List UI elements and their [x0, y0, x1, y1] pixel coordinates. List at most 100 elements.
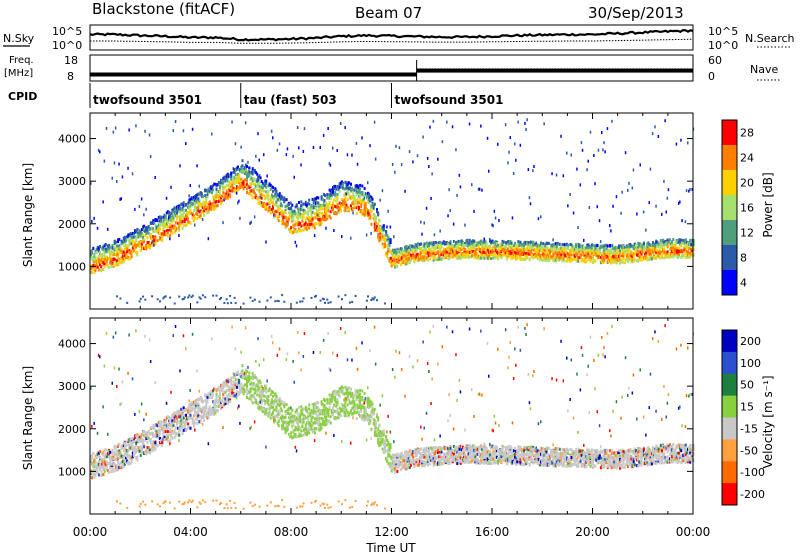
- power-echo-1: [90, 250, 92, 254]
- power-echo-1299: [277, 207, 280, 211]
- power-echo-914: [222, 176, 225, 180]
- power-echo-3381: [584, 251, 587, 255]
- power-echo-494: [161, 239, 164, 242]
- power-echo-2972: [523, 244, 525, 248]
- power-echo-3432: [592, 257, 594, 261]
- power-echo-3083: [540, 241, 542, 245]
- power-echo-650: [183, 209, 186, 213]
- power-echo-3698: [631, 258, 634, 262]
- power-echo-916: [222, 180, 225, 184]
- power-echo-2383: [434, 250, 437, 254]
- velocity-echo-499: [162, 437, 165, 441]
- power-echo-3701: [631, 186, 634, 190]
- power-echo-2636: [473, 255, 476, 259]
- velocity-echo-135: [109, 458, 112, 462]
- power-echo-2980: [524, 254, 527, 258]
- power-echo-1147: [255, 178, 258, 182]
- power-echo-1586: [319, 204, 322, 207]
- power-echo-479: [159, 236, 161, 239]
- power-echo-2188: [406, 261, 409, 265]
- power-echo-3893: [661, 252, 663, 256]
- velocity-echo-716: [192, 421, 195, 425]
- velocity-echo-194: [118, 452, 121, 456]
- power-echo-155: [112, 252, 115, 256]
- power-echo-2668: [477, 246, 480, 250]
- power-echo-2950: [519, 248, 522, 252]
- power-echo-781: [201, 217, 204, 221]
- velocity-echo-609: [178, 411, 181, 415]
- power-echo-3012: [528, 243, 531, 247]
- power-echo-800: [205, 207, 208, 211]
- velocity-echo-67: [99, 450, 101, 454]
- power-echo-3908: [663, 243, 666, 247]
- power-echo-3447: [594, 247, 597, 251]
- power-echo-1097: [248, 173, 251, 176]
- power-echo-2040: [384, 243, 386, 246]
- power-echo-3766: [641, 244, 644, 248]
- power-echo-1761: [344, 196, 347, 200]
- power-echo-2458: [446, 246, 449, 250]
- power-echo-2441: [443, 253, 446, 257]
- power-echo-178: [116, 253, 118, 257]
- power-echo-1540: [312, 198, 315, 201]
- power-echo-3267: [567, 204, 569, 208]
- power-echo-3182: [554, 252, 557, 256]
- power-echo-94: [103, 244, 106, 248]
- power-echo-941: [225, 298, 228, 301]
- power-echo-2576: [464, 250, 467, 254]
- power-echo-474: [159, 232, 161, 235]
- velocity-echo-534: [166, 425, 169, 429]
- power-echo-3848: [654, 249, 657, 252]
- power-echo-1210: [264, 179, 267, 183]
- power-echo-3917: [664, 243, 667, 247]
- power-echo-2399: [437, 157, 439, 161]
- power-echo-90: [102, 200, 104, 204]
- power-echo-2020: [380, 233, 383, 237]
- power-echo-3448: [594, 250, 597, 254]
- power-echo-523: [165, 222, 168, 226]
- power-echo-2051: [385, 252, 388, 256]
- velocity-echo-404: [148, 448, 151, 452]
- power-echo-343: [139, 230, 142, 234]
- power-echo-4039: [683, 241, 686, 245]
- power-echo-3436: [593, 244, 596, 248]
- velocity-echo-216: [120, 402, 122, 406]
- power-echo-2989: [525, 128, 527, 131]
- power-echo-2290: [421, 232, 423, 236]
- velocity-echo-324: [137, 436, 140, 440]
- power-echo-2924: [516, 249, 519, 253]
- power-echo-1691: [333, 192, 336, 196]
- power-echo-3641: [622, 254, 625, 258]
- power-echo-1185: [260, 185, 263, 189]
- power-echo-291: [131, 242, 134, 246]
- power-echo-3625: [620, 244, 623, 248]
- power-echo-206: [119, 250, 122, 254]
- power-echo-2067: [387, 209, 389, 213]
- power-echo-3274: [568, 255, 571, 258]
- power-echo-2702: [483, 251, 486, 255]
- power-echo-384: [145, 232, 148, 235]
- power-echo-1287: [275, 190, 278, 194]
- power-echo-4105: [692, 243, 695, 247]
- velocity-echo-186: [117, 457, 120, 461]
- power-echo-3573: [612, 254, 615, 258]
- velocity-echo-679: [188, 426, 191, 429]
- power-echo-1208: [264, 203, 267, 207]
- power-echo-685: [188, 294, 191, 297]
- power-echo-2455: [446, 253, 449, 256]
- power-echo-2194: [406, 252, 409, 255]
- power-echo-3850: [654, 125, 656, 129]
- power-echo-1565: [316, 212, 319, 216]
- velocity-echo-201: [119, 461, 122, 465]
- power-echo-3861: [656, 249, 659, 253]
- power-echo-1825: [352, 211, 354, 215]
- power-echo-1137: [253, 186, 256, 190]
- velocity-echo-31: [94, 454, 97, 458]
- power-echo-3034: [532, 243, 535, 247]
- power-echo-2917: [515, 245, 518, 248]
- power-echo-591: [175, 211, 178, 215]
- power-echo-2059: [386, 225, 388, 229]
- power-echo-3548: [609, 253, 611, 257]
- power-echo-2460: [446, 120, 448, 124]
- power-echo-2243: [414, 243, 417, 246]
